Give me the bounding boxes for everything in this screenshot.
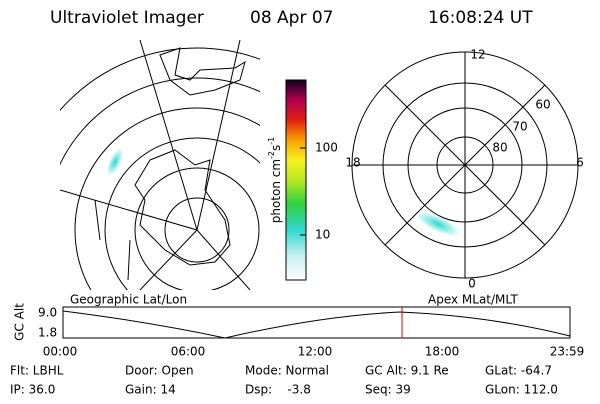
y-tick-label: 1.8 <box>38 326 57 340</box>
title: Ultraviolet Imager <box>50 8 204 28</box>
mlat-label: 70 <box>512 120 527 134</box>
colorbar-tick: 10 <box>315 228 330 242</box>
status-field: GLat: -64.7 <box>485 364 552 378</box>
status-field: IP: 36.0 <box>10 383 55 397</box>
colorbar-label: photon cm-2s-1 <box>267 137 283 224</box>
colorbar <box>285 79 307 281</box>
x-tick-label: 23:59 <box>550 345 585 359</box>
x-tick-label: 00:00 <box>43 345 78 359</box>
unit: -2 <box>267 151 276 159</box>
mlat-label: 80 <box>492 141 507 155</box>
date: 08 Apr 07 <box>250 8 333 28</box>
x-tick-label: 18:00 <box>425 345 460 359</box>
mlt-label: 18 <box>345 156 360 170</box>
status-field: GC Alt: 9.1 Re <box>365 364 449 378</box>
mlat-label: 60 <box>535 98 550 112</box>
mlt-label: 6 <box>576 156 584 170</box>
status-field: Gain: 14 <box>125 383 176 397</box>
footer: Flt: LBHL Door: Open Mode: Normal GC Alt: 9… <box>10 364 558 397</box>
mlt-label: 12 <box>470 48 485 62</box>
x-tick-label: 12:00 <box>298 345 333 359</box>
status-field: Dsp: -3.8 <box>245 383 311 397</box>
time: 16:08:24 UT <box>428 8 533 28</box>
mlt-label: 0 <box>468 277 476 291</box>
x-tick-label: 06:00 <box>171 345 206 359</box>
status-field: GLon: 112.0 <box>485 383 558 397</box>
map-caption: Geographic Lat/Lon <box>70 293 187 307</box>
status-field: Flt: LBHL <box>10 364 64 378</box>
unit: -1 <box>267 137 276 145</box>
status-field: Mode: Normal <box>245 364 329 378</box>
unit: s <box>269 145 283 151</box>
y-tick-label: 9.0 <box>38 306 57 320</box>
polar-caption: Apex MLat/MLT <box>428 293 518 307</box>
y-label: GC Alt <box>13 303 27 341</box>
colorbar-tick: 100 <box>315 141 338 155</box>
geo-map <box>60 40 260 290</box>
polar-plot: 12 18 6 0 60 70 80 <box>345 48 583 291</box>
unit: photon cm <box>269 159 283 223</box>
status-field: Door: Open <box>125 364 194 378</box>
altitude-plot: GC Alt 9.0 1.8 00:00 06:00 12:00 18:00 2… <box>13 303 585 359</box>
status-field: Seq: 39 <box>365 383 411 397</box>
